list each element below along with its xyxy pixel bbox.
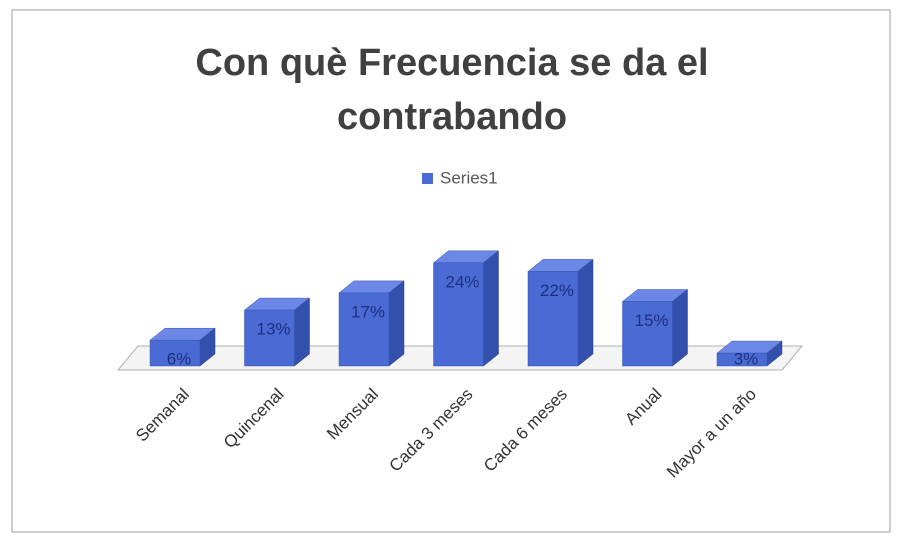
bar-side: [388, 280, 405, 367]
bar: [338, 292, 390, 367]
bar: [716, 352, 768, 367]
legend-label: Series1: [440, 168, 498, 187]
data-label: 3%: [734, 349, 759, 368]
data-label: 15%: [634, 311, 668, 330]
bar-side: [294, 297, 310, 367]
bar: [527, 271, 579, 367]
data-label: 24%: [445, 272, 479, 291]
bar: [244, 309, 295, 367]
data-label: 13%: [256, 320, 290, 339]
data-label: 17%: [351, 302, 385, 321]
data-label: 6%: [167, 349, 192, 368]
legend-swatch: [422, 173, 433, 184]
data-label: 22%: [540, 281, 574, 300]
bar: [149, 339, 201, 367]
bar-side: [577, 258, 594, 367]
bar-side: [672, 288, 688, 367]
bar: [433, 262, 484, 367]
chart-title: Con què Frecuencia se da el contrabando: [195, 42, 709, 138]
bar: [622, 301, 673, 367]
bar-side: [483, 250, 499, 367]
